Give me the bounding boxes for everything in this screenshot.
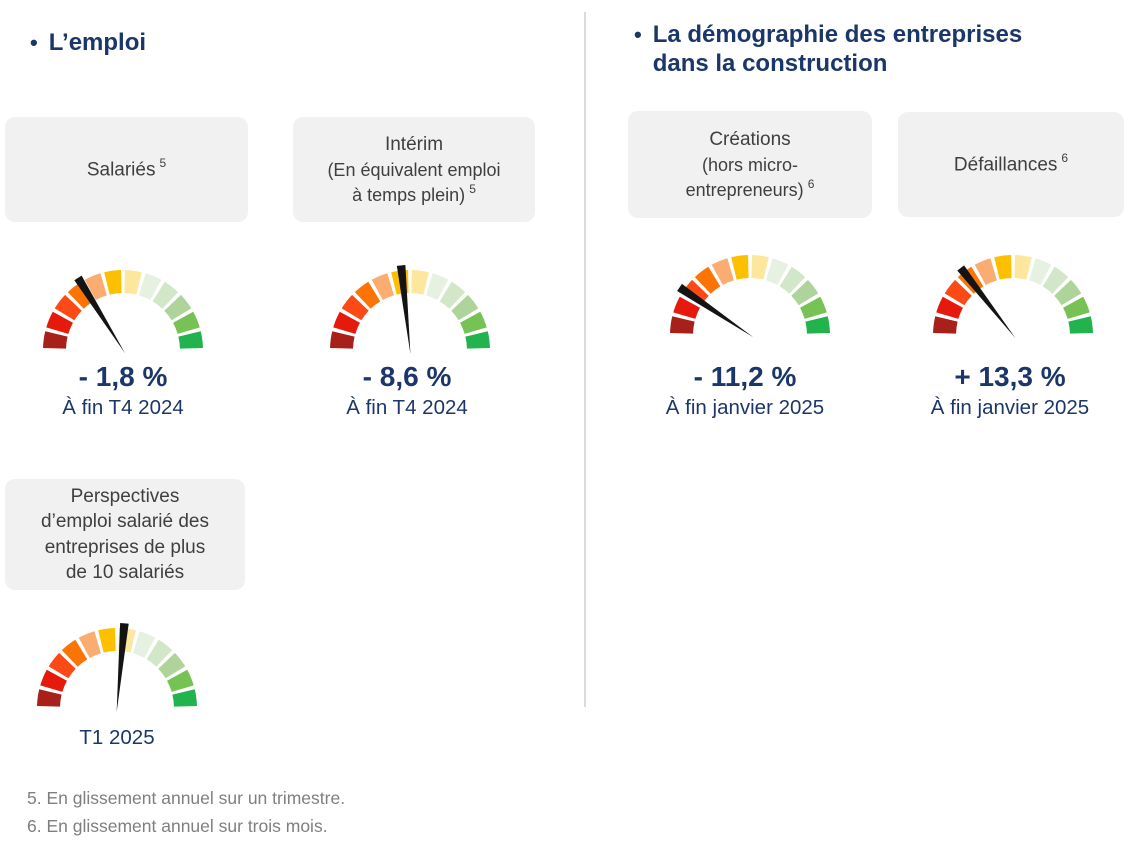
gauge-chart-interim [330,265,490,354]
box-label-line: Intérim [384,134,444,156]
section-title-emploi: • L’emploi [30,28,146,58]
box-label-line: Créations [709,129,791,151]
box-label-text: entrepreneurs) [685,179,804,200]
footnote: 6. En glissement annuel sur trois mois. [27,815,328,836]
section-title-text: dans la construction [652,50,888,78]
box-label-line: à temps plein) 5 [352,182,476,207]
gauge-reading-defaillances: + 13,3 % À fin janvier 2025 [910,361,1110,420]
gauge-period: À fin janvier 2025 [665,396,825,420]
box-label-line: de 10 salariés [65,561,185,583]
gauge-value: + 13,3 % [954,361,1066,392]
footnote-ref: 6 [1061,151,1069,166]
gauge-reading-salaries: - 1,8 % À fin T4 2024 [23,361,223,420]
label-box-creations: Créations (hors micro- entrepreneurs) 6 [628,111,872,218]
box-label-line: entrepreneurs) 6 [686,177,815,202]
gauge-reading-perspectives: T1 2025 [17,722,217,750]
bullet-icon: • [30,30,38,55]
gauge-period: À fin T4 2024 [346,396,468,420]
box-label-text: Défaillances [953,154,1058,176]
gauge-value: - 8,6 % [362,361,452,392]
box-label-line: (hors micro- [701,154,798,175]
box-label-text: Salariés [86,159,156,181]
box-label-line: d’emploi salarié des [41,511,209,533]
gauge-chart-perspectives [37,622,197,712]
gauge-value: - 11,2 % [693,361,797,392]
label-box-perspectives: Perspectives d’emploi salarié des entrep… [5,479,245,590]
gauge-period: À fin T4 2024 [62,396,184,420]
box-label-line: Salariés 5 [87,156,166,183]
gauge-reading-creations: - 11,2 % À fin janvier 2025 [645,361,845,420]
section-title-text: La démographie des entreprises [652,21,1023,48]
gauge-period: T1 2025 [79,726,155,749]
box-label-line: Perspectives [70,485,180,507]
footnote-ref: 6 [807,176,815,191]
label-box-salaries: Salariés 5 [5,117,248,222]
box-label-line: Défaillances 6 [954,151,1068,178]
box-label-text: à temps plein) [352,184,466,205]
label-box-defaillances: Défaillances 6 [898,112,1124,217]
footnotes: 5. En glissement annuel sur un trimestre… [27,785,345,840]
bullet-icon: • [634,22,642,47]
section-title-text: L’emploi [48,29,147,56]
label-box-interim: Intérim (En équivalent emploi à temps pl… [293,117,535,222]
box-label-line: entreprises de plus [44,536,206,558]
footnote: 5. En glissement annuel sur un trimestre… [27,788,346,808]
gauge-value: - 1,8 % [78,361,168,392]
footnote-ref: 5 [469,181,476,196]
gauge-chart-defaillances [933,255,1093,339]
gauge-reading-interim: - 8,6 % À fin T4 2024 [307,361,507,420]
footnote-ref: 5 [159,156,167,171]
section-title-demographie: • La démographie des entreprises dans la… [634,20,1114,79]
gauge-chart-salaries [43,270,203,354]
gauge-chart-creations [670,255,830,338]
gauge-period: À fin janvier 2025 [930,396,1090,420]
section-divider [584,12,586,707]
box-label-line: (En équivalent emploi [327,159,501,180]
